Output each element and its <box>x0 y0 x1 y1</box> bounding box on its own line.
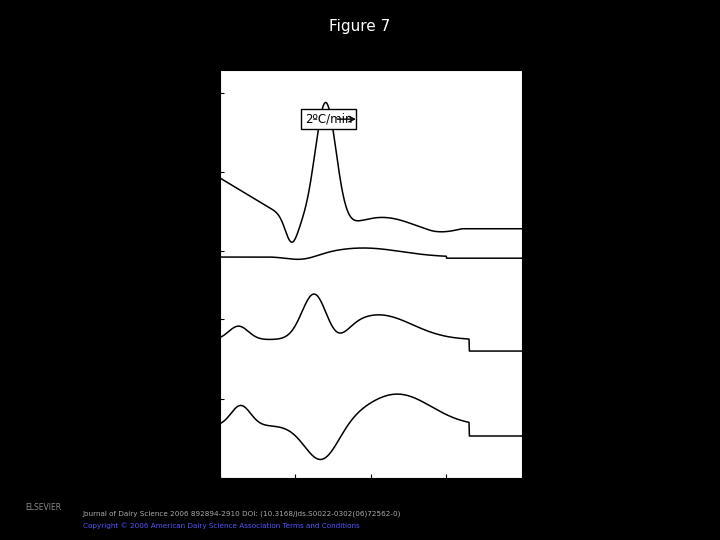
Text: 2ºC/min: 2ºC/min <box>305 113 352 126</box>
Text: Copyright © 2006 American Dairy Science Association Terms and Conditions: Copyright © 2006 American Dairy Science … <box>83 523 359 529</box>
Text: Journal of Dairy Science 2006 892894-2910 DOI: (10.3168/jds.S0022-0302(06)72562-: Journal of Dairy Science 2006 892894-291… <box>83 510 401 517</box>
Y-axis label: Heat flow (a.u.)
Endo >: Heat flow (a.u.) Endo > <box>142 226 174 322</box>
Text: D: D <box>526 429 537 443</box>
Text: Figure 7: Figure 7 <box>329 19 391 34</box>
Text: ELSEVIER: ELSEVIER <box>25 503 61 512</box>
X-axis label: Temperature (ºC): Temperature (ºC) <box>313 501 428 514</box>
Text: B: B <box>526 252 536 266</box>
Text: A: A <box>526 222 536 236</box>
Text: C: C <box>526 344 536 358</box>
